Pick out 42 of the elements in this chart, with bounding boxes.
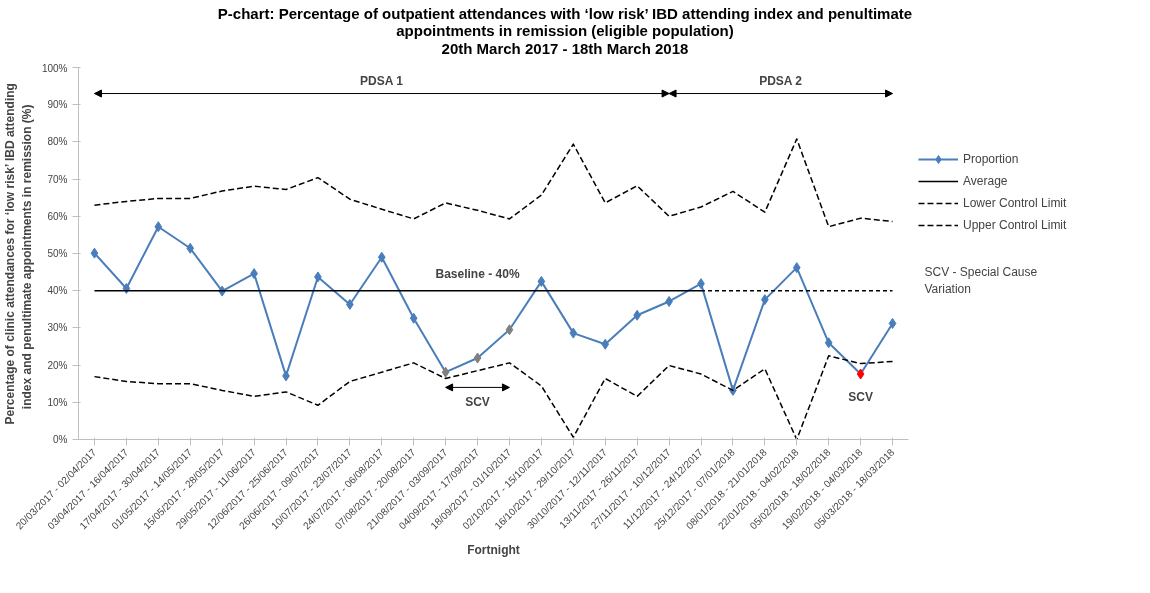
point [377, 251, 386, 263]
point [824, 337, 833, 349]
y-tick-label: 100% [41, 62, 68, 74]
x-axis-title: Fortnight [467, 543, 520, 558]
y-tick-label: 10% [47, 396, 68, 408]
annotation: Baseline - 40% [435, 266, 520, 281]
y-tick-label: 40% [47, 284, 68, 296]
point [409, 312, 418, 324]
line-series [93, 137, 894, 228]
point [888, 317, 897, 329]
annotation: SCV [465, 395, 490, 410]
y-tick-label: 0% [53, 433, 68, 445]
point [473, 352, 482, 364]
line-series [93, 354, 894, 440]
legend-label: Lower Control Limit [963, 196, 1067, 211]
y-axis-title: Percentage of clinic attendances for ‘low risk’ IBD attending index and penultimate appointments in remission (%) [3, 82, 34, 425]
legend-label: Upper Control Limit [963, 218, 1067, 233]
chart-title: P-chart: Percentage of outpatient attendances with ‘low risk’ IBD attending index and penultimate appointments in remission (eligible population) 20th March 2017 - 18th March 2018 [217, 5, 913, 57]
point [537, 275, 546, 287]
point [792, 261, 801, 273]
y-tick-label: 30% [47, 322, 68, 334]
y-tick-label: 80% [47, 136, 68, 148]
legend-label: Proportion [963, 152, 1019, 167]
point [505, 324, 514, 336]
text: SCV - Special Cause Variation [924, 265, 1038, 296]
y-tick-label: 60% [47, 210, 68, 222]
point [441, 366, 450, 378]
annotation: PDSA 2 [759, 73, 803, 88]
y-tick-label: 50% [47, 247, 68, 259]
point [601, 338, 610, 350]
point [154, 220, 163, 232]
point [569, 327, 578, 339]
legend-label: Average [963, 174, 1008, 189]
y-tick-label: 70% [47, 173, 68, 185]
point [186, 242, 195, 254]
point [122, 282, 131, 294]
y-tick-label: 90% [47, 98, 68, 110]
y-tick-label: 20% [47, 359, 68, 371]
annotation: SCV [848, 389, 873, 404]
annotation: PDSA 1 [360, 73, 404, 88]
point [856, 368, 865, 380]
point [90, 247, 99, 259]
